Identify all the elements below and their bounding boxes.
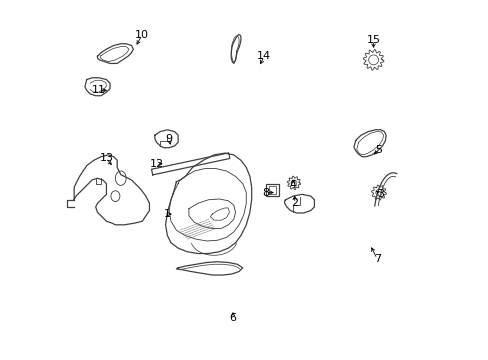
Text: 11: 11 [92, 85, 106, 95]
Text: 4: 4 [289, 180, 296, 190]
Text: 2: 2 [290, 198, 298, 208]
Text: 10: 10 [135, 30, 149, 40]
Text: 3: 3 [377, 189, 384, 199]
Text: 7: 7 [373, 254, 380, 264]
Text: 13: 13 [99, 153, 113, 163]
Text: 8: 8 [262, 188, 269, 198]
Text: 9: 9 [165, 134, 172, 144]
Text: 6: 6 [229, 313, 236, 323]
Text: 1: 1 [163, 209, 170, 219]
Text: 15: 15 [366, 35, 380, 45]
Text: 5: 5 [375, 144, 382, 154]
Text: 14: 14 [257, 51, 271, 61]
Text: 12: 12 [149, 159, 163, 169]
